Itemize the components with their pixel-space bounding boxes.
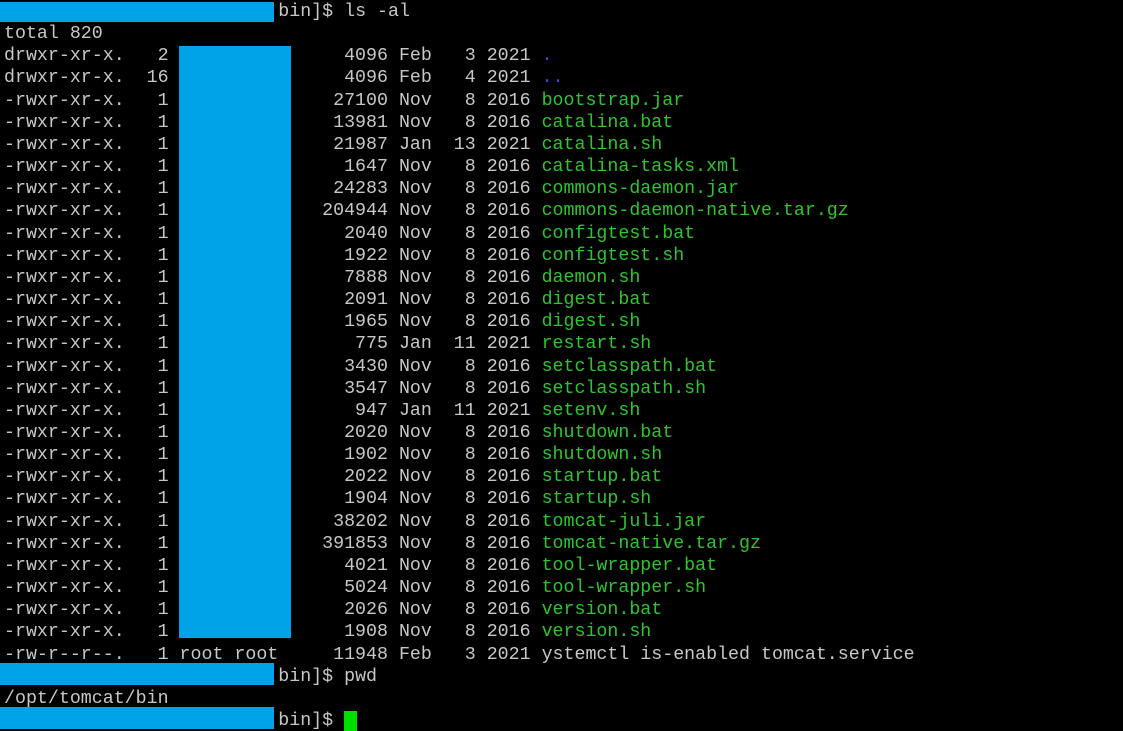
listing-row: -rwxr-xr-x. 1 27100 Nov 8 2016 bootstrap… bbox=[4, 91, 684, 111]
listing-row: -rwxr-xr-x. 1 5024 Nov 8 2016 tool-wrapp… bbox=[4, 578, 706, 598]
command-pwd: pwd bbox=[344, 666, 378, 687]
file-name: version.sh bbox=[541, 622, 652, 643]
file-name: ystemctl is-enabled tomcat.service bbox=[541, 644, 915, 665]
listing-row: -rwxr-xr-x. 1 2091 Nov 8 2016 digest.bat bbox=[4, 290, 651, 310]
listing-row: -rwxr-xr-x. 1 4021 Nov 8 2016 tool-wrapp… bbox=[4, 556, 717, 576]
listing-row: -rwxr-xr-x. 1 391853 Nov 8 2016 tomcat-n… bbox=[4, 534, 761, 554]
file-name: startup.sh bbox=[541, 489, 652, 510]
file-name: tool-wrapper.bat bbox=[541, 555, 718, 576]
file-name: commons-daemon-native.tar.gz bbox=[541, 201, 849, 222]
file-meta: -rwxr-xr-x. 1 5024 Nov 8 2016 bbox=[4, 578, 542, 599]
listing-row: -rwxr-xr-x. 1 2020 Nov 8 2016 shutdown.b… bbox=[4, 423, 673, 443]
listing-row: -rwxr-xr-x. 1 3547 Nov 8 2016 setclasspa… bbox=[4, 379, 706, 399]
file-meta: -rwxr-xr-x. 1 27100 Nov 8 2016 bbox=[4, 90, 542, 111]
file-name: setclasspath.bat bbox=[541, 356, 718, 377]
listing-row: -rwxr-xr-x. 1 2040 Nov 8 2016 configtest… bbox=[4, 224, 695, 244]
listing-row: -rwxr-xr-x. 1 1965 Nov 8 2016 digest.sh bbox=[4, 312, 640, 332]
file-meta: -rwxr-xr-x. 1 2040 Nov 8 2016 bbox=[4, 223, 542, 244]
file-meta: -rwxr-xr-x. 1 21987 Jan 13 2021 bbox=[4, 134, 542, 155]
listing-row: -rwxr-xr-x. 1 1922 Nov 8 2016 configtest… bbox=[4, 246, 684, 266]
file-meta: -rwxr-xr-x. 1 24283 Nov 8 2016 bbox=[4, 179, 542, 200]
listing-row: -rwxr-xr-x. 1 38202 Nov 8 2016 tomcat-ju… bbox=[4, 512, 706, 532]
file-meta: -rwxr-xr-x. 1 7888 Nov 8 2016 bbox=[4, 267, 542, 288]
file-name: tomcat-native.tar.gz bbox=[541, 533, 761, 554]
prompt-2: bin]$ bbox=[278, 666, 345, 687]
listing-row: -rwxr-xr-x. 1 7888 Nov 8 2016 daemon.sh bbox=[4, 268, 640, 288]
listing-row: drwxr-xr-x. 16 4096 Feb 4 2021 .. bbox=[4, 68, 564, 88]
prompt-1: bin]$ bbox=[278, 2, 345, 22]
listing-row: -rwxr-xr-x. 1 2026 Nov 8 2016 version.ba… bbox=[4, 600, 662, 620]
file-name: catalina-tasks.xml bbox=[541, 157, 740, 178]
listing-row: -rwxr-xr-x. 1 1902 Nov 8 2016 shutdown.s… bbox=[4, 445, 662, 465]
listing-row: -rwxr-xr-x. 1 204944 Nov 8 2016 commons-… bbox=[4, 201, 849, 221]
file-name: digest.bat bbox=[541, 290, 652, 311]
file-name: commons-daemon.jar bbox=[541, 179, 740, 200]
file-meta: -rwxr-xr-x. 1 2091 Nov 8 2016 bbox=[4, 290, 542, 311]
file-name: . bbox=[541, 46, 553, 67]
file-name: version.bat bbox=[541, 600, 663, 621]
file-meta: -rwxr-xr-x. 1 775 Jan 11 2021 bbox=[4, 334, 542, 355]
file-meta: -rwxr-xr-x. 1 2020 Nov 8 2016 bbox=[4, 422, 542, 443]
file-name: daemon.sh bbox=[541, 267, 641, 288]
file-name: tool-wrapper.sh bbox=[541, 578, 707, 599]
file-meta: -rwxr-xr-x. 1 1647 Nov 8 2016 bbox=[4, 157, 542, 178]
file-meta: -rwxr-xr-x. 1 1908 Nov 8 2016 bbox=[4, 622, 542, 643]
file-meta: -rwxr-xr-x. 1 38202 Nov 8 2016 bbox=[4, 511, 542, 532]
file-meta: drwxr-xr-x. 2 4096 Feb 3 2021 bbox=[4, 46, 542, 67]
file-name: catalina.bat bbox=[541, 112, 674, 133]
file-meta: -rwxr-xr-x. 1 3430 Nov 8 2016 bbox=[4, 356, 542, 377]
file-name: catalina.sh bbox=[541, 134, 663, 155]
file-name: configtest.sh bbox=[541, 245, 685, 266]
file-meta: -rwxr-xr-x. 1 3547 Nov 8 2016 bbox=[4, 378, 542, 399]
file-name: setenv.sh bbox=[541, 400, 641, 421]
file-name: digest.sh bbox=[541, 312, 641, 333]
file-meta: -rwxr-xr-x. 1 391853 Nov 8 2016 bbox=[4, 533, 542, 554]
file-meta: -rwxr-xr-x. 1 13981 Nov 8 2016 bbox=[4, 112, 542, 133]
file-name: startup.bat bbox=[541, 467, 663, 488]
file-name: restart.sh bbox=[541, 334, 652, 355]
file-name: setclasspath.sh bbox=[541, 378, 707, 399]
file-name: configtest.bat bbox=[541, 223, 696, 244]
file-name: shutdown.bat bbox=[541, 422, 674, 443]
file-meta: -rwxr-xr-x. 1 947 Jan 11 2021 bbox=[4, 400, 542, 421]
file-meta: -rwxr-xr-x. 1 2026 Nov 8 2016 bbox=[4, 600, 542, 621]
file-name: .. bbox=[541, 68, 564, 89]
file-meta: -rwxr-xr-x. 1 1965 Nov 8 2016 bbox=[4, 312, 542, 333]
listing-row: -rwxr-xr-x. 1 24283 Nov 8 2016 commons-d… bbox=[4, 179, 739, 199]
listing-row: -rwxr-xr-x. 1 775 Jan 11 2021 restart.sh bbox=[4, 334, 651, 354]
listing-row: -rwxr-xr-x. 1 1904 Nov 8 2016 startup.sh bbox=[4, 489, 651, 509]
prompt-3: bin]$ bbox=[278, 711, 345, 731]
listing-row: -rwxr-xr-x. 1 13981 Nov 8 2016 catalina.… bbox=[4, 113, 673, 133]
listing-row: -rw-r--r--. 1 root root 11948 Feb 3 2021… bbox=[4, 645, 915, 665]
listing-row: -rwxr-xr-x. 1 947 Jan 11 2021 setenv.sh bbox=[4, 401, 640, 421]
listing-row: -rwxr-xr-x. 1 1647 Nov 8 2016 catalina-t… bbox=[4, 157, 739, 177]
file-meta: -rw-r--r--. 1 root root 11948 Feb 3 2021 bbox=[4, 644, 542, 665]
listing-row: -rwxr-xr-x. 1 21987 Jan 13 2021 catalina… bbox=[4, 135, 662, 155]
file-name: shutdown.sh bbox=[541, 445, 663, 466]
file-meta: drwxr-xr-x. 16 4096 Feb 4 2021 bbox=[4, 68, 542, 89]
file-meta: -rwxr-xr-x. 1 2022 Nov 8 2016 bbox=[4, 467, 542, 488]
file-meta: -rwxr-xr-x. 1 4021 Nov 8 2016 bbox=[4, 555, 542, 576]
listing-row: -rwxr-xr-x. 1 2022 Nov 8 2016 startup.ba… bbox=[4, 467, 662, 487]
file-meta: -rwxr-xr-x. 1 204944 Nov 8 2016 bbox=[4, 201, 542, 222]
listing-row: -rwxr-xr-x. 1 1908 Nov 8 2016 version.sh bbox=[4, 622, 651, 642]
terminal-cursor bbox=[344, 711, 358, 731]
listing-row: drwxr-xr-x. 2 4096 Feb 3 2021 . bbox=[4, 46, 553, 66]
listing-row: -rwxr-xr-x. 1 3430 Nov 8 2016 setclasspa… bbox=[4, 357, 717, 377]
file-meta: -rwxr-xr-x. 1 1922 Nov 8 2016 bbox=[4, 245, 542, 266]
file-meta: -rwxr-xr-x. 1 1904 Nov 8 2016 bbox=[4, 489, 542, 510]
total-line: total 820 bbox=[4, 24, 103, 45]
file-meta: -rwxr-xr-x. 1 1902 Nov 8 2016 bbox=[4, 445, 542, 466]
command-ls: ls -al bbox=[344, 2, 410, 22]
pwd-output: /opt/tomcat/bin bbox=[4, 688, 169, 709]
file-name: bootstrap.jar bbox=[541, 90, 685, 111]
file-name: tomcat-juli.jar bbox=[541, 511, 707, 532]
